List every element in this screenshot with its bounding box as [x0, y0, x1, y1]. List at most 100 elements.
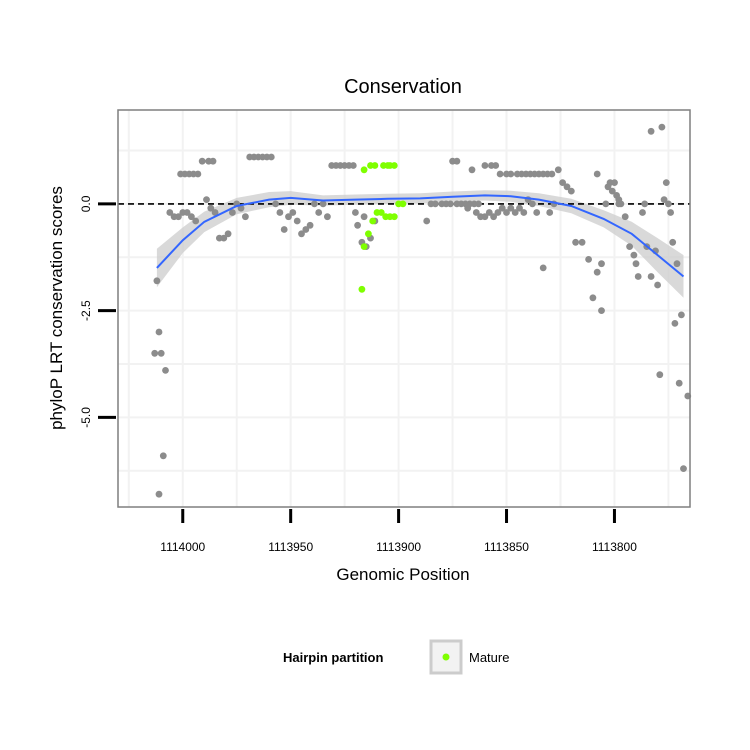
- data-point: [554, 166, 562, 174]
- data-point: [520, 209, 528, 216]
- data-point: [151, 349, 159, 357]
- data-point: [598, 307, 605, 314]
- data-point: [572, 238, 579, 246]
- y-axis-ticks: 0.0 -2.5 -5.0: [79, 195, 116, 428]
- data-point: [673, 260, 681, 268]
- data-point: [667, 209, 674, 216]
- data-point: [626, 243, 633, 251]
- data-point: [656, 371, 664, 379]
- data-point: [481, 213, 489, 221]
- data-point: [658, 123, 666, 131]
- data-point: [615, 196, 623, 204]
- data-point: [311, 200, 318, 208]
- data-point-mature: [365, 230, 372, 238]
- data-point: [166, 209, 174, 216]
- legend-title: Hairpin partition: [283, 650, 383, 665]
- y-tick-label: -5.0: [79, 407, 93, 428]
- x-tick-label: 1113800: [592, 540, 637, 554]
- data-point-mature: [377, 209, 385, 216]
- data-point-mature: [369, 217, 377, 225]
- data-point: [224, 230, 232, 238]
- data-point-mature: [360, 166, 368, 174]
- plot-panel: [118, 110, 690, 507]
- data-point: [641, 200, 649, 208]
- data-point: [559, 179, 566, 187]
- data-point: [220, 234, 228, 242]
- data-point: [468, 166, 476, 174]
- legend-key-mature-dot: [442, 653, 450, 661]
- data-point: [194, 170, 202, 178]
- data-point: [539, 264, 547, 272]
- data-point: [242, 213, 249, 221]
- data-point-mature: [386, 162, 394, 169]
- data-points: [151, 123, 692, 498]
- data-point: [507, 170, 515, 178]
- data-point: [671, 320, 679, 327]
- data-point: [567, 187, 575, 195]
- data-point: [529, 200, 536, 208]
- data-point: [453, 157, 461, 165]
- data-point: [280, 226, 288, 233]
- data-point: [511, 209, 519, 216]
- data-point: [578, 238, 586, 246]
- data-point: [298, 230, 305, 238]
- data-point: [593, 170, 601, 178]
- legend-label-mature: Mature: [469, 650, 509, 665]
- data-point: [289, 209, 297, 216]
- data-point: [498, 204, 506, 212]
- data-point: [563, 183, 571, 191]
- data-point: [162, 367, 169, 374]
- data-point-mature: [380, 162, 387, 169]
- data-point: [621, 213, 629, 221]
- chart-title: Conservation: [344, 76, 462, 98]
- data-point: [678, 311, 685, 319]
- data-point: [302, 226, 310, 233]
- data-point: [183, 209, 191, 216]
- data-point: [647, 127, 655, 135]
- data-point-mature: [390, 213, 398, 221]
- data-point: [548, 170, 556, 178]
- data-point: [647, 273, 655, 280]
- data-point: [423, 217, 431, 225]
- data-point: [593, 268, 601, 276]
- data-point: [503, 209, 510, 216]
- data-point: [680, 465, 687, 472]
- data-point-mature: [358, 285, 366, 293]
- data-point: [598, 260, 605, 268]
- x-axis-ticks: 1114000 1113950 1113900 1113850 1113800: [160, 509, 637, 554]
- data-point: [608, 187, 616, 195]
- x-axis-title: Genomic Position: [336, 565, 469, 584]
- data-point: [494, 209, 502, 216]
- data-point-mature: [399, 200, 407, 208]
- data-point: [634, 273, 642, 280]
- data-point: [447, 200, 454, 208]
- data-point: [272, 200, 279, 208]
- data-point: [481, 162, 489, 169]
- data-point: [472, 209, 480, 216]
- data-point: [669, 238, 677, 246]
- y-axis-title: phyloP LRT conservation scores: [47, 186, 66, 430]
- data-point: [159, 452, 167, 460]
- data-point: [464, 204, 472, 212]
- plot-border: [117, 109, 691, 508]
- smooth-trend-line-layer: [156, 194, 685, 278]
- data-point: [211, 209, 219, 216]
- data-point: [324, 213, 331, 221]
- data-point: [546, 209, 554, 216]
- data-point: [665, 200, 672, 208]
- data-point: [654, 281, 661, 289]
- data-point: [188, 213, 195, 221]
- data-point: [175, 213, 182, 221]
- x-tick-label: 1114000: [160, 540, 205, 554]
- data-point: [507, 204, 515, 212]
- data-point: [349, 162, 357, 169]
- data-point: [496, 170, 504, 178]
- x-tick-label: 1113900: [376, 540, 421, 554]
- data-point: [155, 328, 163, 336]
- data-point: [207, 204, 215, 212]
- data-point-mature: [360, 243, 368, 251]
- data-point: [319, 200, 327, 208]
- data-point: [485, 209, 493, 216]
- data-point: [229, 209, 236, 216]
